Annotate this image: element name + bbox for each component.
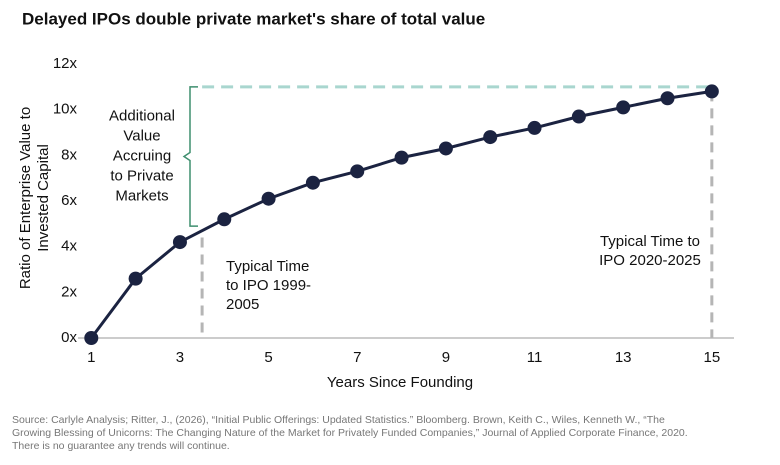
point (261, 191, 276, 206)
y-tick-label: 8x (61, 146, 77, 163)
point (660, 91, 675, 106)
x-tick-label: 9 (442, 349, 450, 366)
point (84, 331, 99, 345)
x-axis-title: Years Since Founding (327, 374, 473, 391)
y-tick-label: 0x (61, 329, 77, 346)
annotation: Markets (115, 187, 168, 204)
y-tick-label: 10x (53, 101, 78, 118)
source-note: Growing Blessing of Unicorns: The Changi… (12, 427, 688, 439)
point (571, 109, 586, 124)
annotation: IPO 2020-2025 (599, 252, 701, 269)
source-note: Source: Carlyle Analysis; Ritter, J., (2… (12, 414, 665, 426)
point (438, 141, 453, 156)
x-tick-label: 3 (176, 349, 184, 366)
point (616, 100, 631, 115)
y-axis-title: Ratio of Enterprise Value to (17, 107, 34, 289)
x-tick-label: 1 (87, 349, 95, 366)
annotation: Typical Time to (600, 233, 700, 250)
annotation: Additional (109, 107, 175, 124)
chart-title: Delayed IPOs double private market's sha… (22, 9, 485, 28)
annotation: 2005 (226, 296, 259, 313)
point (350, 164, 365, 179)
source-note: There is no guarantee any trends will co… (12, 440, 230, 452)
bracket (182, 86, 198, 227)
point (704, 84, 719, 99)
x-tick-label: 7 (353, 349, 361, 366)
point (305, 175, 320, 190)
y-tick-label: 2x (61, 283, 77, 300)
y-axis-title: Invested Capital (35, 144, 52, 252)
y-tick-label: 12x (53, 55, 78, 72)
annotation: to IPO 1999- (226, 277, 311, 294)
point (172, 235, 187, 250)
y-tick-label: 6x (61, 192, 77, 209)
x-tick-label: 5 (264, 349, 272, 366)
x-tick-label: 11 (527, 349, 543, 366)
point (527, 120, 542, 135)
point (217, 212, 232, 227)
x-tick-label: 13 (615, 349, 632, 366)
point (128, 271, 143, 286)
annotation: Value (123, 127, 160, 144)
annotation: Typical Time (226, 258, 309, 275)
line (90, 89, 713, 339)
point (483, 130, 498, 145)
point (394, 150, 409, 165)
annotation: to Private (110, 167, 173, 184)
annotation: Accruing (113, 147, 171, 164)
x-tick-label: 15 (703, 349, 720, 366)
y-tick-label: 4x (61, 238, 77, 255)
